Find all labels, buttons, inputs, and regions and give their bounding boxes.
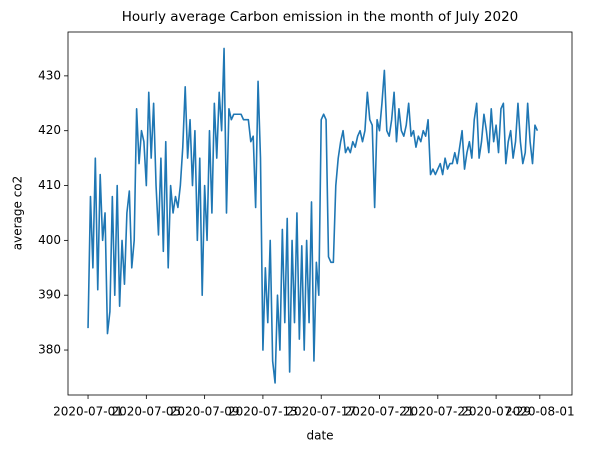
x-tick-label: 2020-07-13 bbox=[228, 405, 298, 419]
x-tick-label: 2020-07-25 bbox=[403, 405, 473, 419]
x-tick-label: 2020-08-01 bbox=[505, 405, 575, 419]
y-tick-label: 430 bbox=[38, 68, 61, 82]
y-tick-label: 390 bbox=[38, 288, 61, 302]
chart-title: Hourly average Carbon emission in the mo… bbox=[122, 9, 519, 25]
plot-frame bbox=[67, 31, 573, 396]
x-tick-label: 2020-07-09 bbox=[170, 405, 240, 419]
y-axis-label: average co2 bbox=[11, 176, 25, 251]
x-tick-label: 2020-07-05 bbox=[111, 405, 181, 419]
y-tick-label: 420 bbox=[38, 123, 61, 137]
x-tick-label: 2020-07-01 bbox=[53, 405, 123, 419]
y-tick-label: 410 bbox=[38, 178, 61, 192]
x-tick-label: 2020-07-29 bbox=[461, 405, 531, 419]
x-axis-label: date bbox=[306, 429, 333, 443]
x-tick-label: 2020-07-17 bbox=[286, 405, 356, 419]
data-line bbox=[87, 47, 539, 384]
y-tick-label: 400 bbox=[38, 233, 61, 247]
x-tick-label: 2020-07-21 bbox=[345, 405, 415, 419]
y-tick-label: 380 bbox=[38, 343, 61, 357]
